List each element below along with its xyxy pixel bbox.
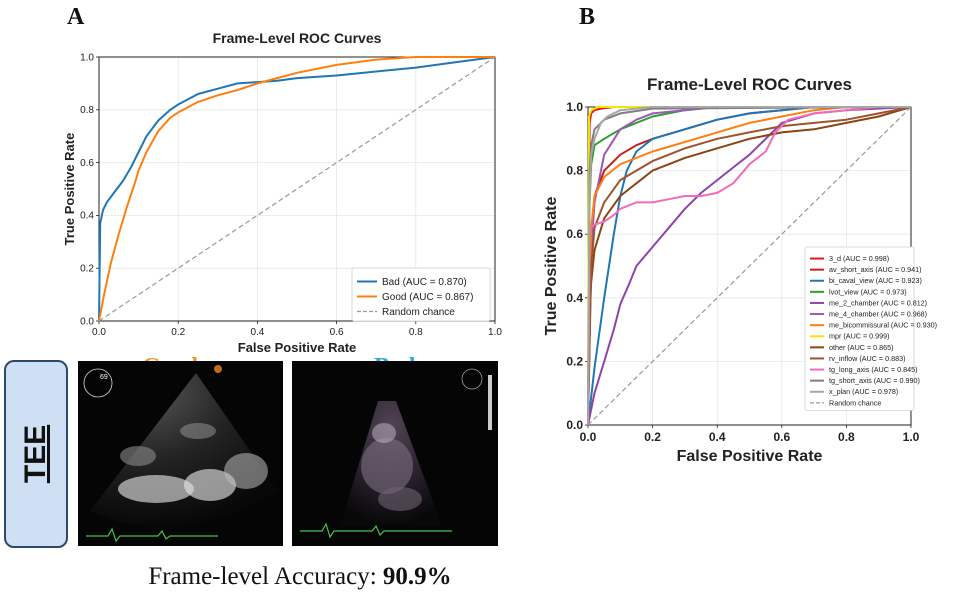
legend-entry: rv_inflow (AUC = 0.883) xyxy=(829,354,906,363)
legend-entry: me_4_chamber (AUC = 0.968) xyxy=(829,309,927,318)
legend-entry: lvot_view (AUC = 0.973) xyxy=(829,287,907,296)
panel-label-b: B xyxy=(579,4,596,30)
legend-box xyxy=(351,267,491,322)
x-tick-label: 0.2 xyxy=(644,430,661,444)
legend-box xyxy=(804,246,915,411)
probe-angle-icon xyxy=(83,368,113,398)
x-tick-label: 0.0 xyxy=(92,327,106,338)
x-tick-label: 0.8 xyxy=(838,430,855,444)
y-tick-label: 0.2 xyxy=(80,264,94,275)
legend-entry: tg_long_axis (AUC = 0.845) xyxy=(829,365,918,374)
probe-angle-value: 69 xyxy=(100,374,108,381)
legend-entry: mpr (AUC = 0.999) xyxy=(829,332,890,341)
good-echo-image: 69 xyxy=(78,361,283,546)
accuracy-value: 90.9% xyxy=(382,563,452,590)
y-tick-label: 0.8 xyxy=(80,105,94,116)
y-axis-label: True Positive Rate xyxy=(543,197,560,336)
x-tick-label: 0.4 xyxy=(709,430,726,444)
x-tick-label: 1.0 xyxy=(903,430,920,444)
y-tick-label: 0.2 xyxy=(566,354,583,368)
roc-chart-a: Frame-Level ROC Curves 0.00.0 0.2 0.2 0.4 0.4… xyxy=(62,30,502,355)
x-axis-label: False Positive Rate xyxy=(238,340,357,355)
legend-entry: me_2_chamber (AUC = 0.812) xyxy=(829,298,927,307)
series-line xyxy=(98,56,496,322)
series-line xyxy=(587,106,912,426)
legend-entry: tg_short_axis (AUC = 0.990) xyxy=(829,376,920,385)
y-tick-label: 0.0 xyxy=(80,316,94,327)
x-tick-label: 0.0 xyxy=(580,430,597,444)
series-line xyxy=(587,106,912,426)
roc-chart-b: Frame-Level ROC Curves 0.00.0 0.2 0.2 0.4 0.4… xyxy=(543,75,937,465)
series-line xyxy=(587,106,911,426)
legend-entry: me_bicommissural (AUC = 0.930) xyxy=(829,321,937,330)
x-tick-label: 1.0 xyxy=(488,327,502,338)
legend-entry: x_plan (AUC = 0.978) xyxy=(829,387,898,396)
x-tick-label: 0.6 xyxy=(773,430,790,444)
modality-label: TEE xyxy=(19,424,52,484)
series-line xyxy=(98,56,496,322)
series-line xyxy=(587,106,911,426)
bad-echo-image xyxy=(292,361,498,546)
chart-title: Frame-Level ROC Curves xyxy=(213,30,382,46)
ecg-trace xyxy=(300,522,452,539)
y-tick-label: 0.4 xyxy=(80,211,94,222)
legend-entry: 3_d (AUC = 0.998) xyxy=(829,254,889,263)
x-tick-label: 0.4 xyxy=(250,327,264,338)
modality-box: TEE xyxy=(4,360,68,548)
y-tick-label: 0.8 xyxy=(566,164,583,178)
y-tick-label: 0.6 xyxy=(80,158,94,169)
x-axis-label: False Positive Rate xyxy=(677,448,823,465)
series-line xyxy=(587,106,912,426)
accuracy-text: Frame-level Accuracy: 90.9% xyxy=(0,563,600,591)
series-line xyxy=(587,106,911,426)
y-axis-label: True Positive Rate xyxy=(62,133,77,246)
series-line xyxy=(587,106,911,426)
x-tick-label: 0.6 xyxy=(330,327,344,338)
ecg-trace xyxy=(86,527,218,543)
y-tick-label: 1.0 xyxy=(566,100,583,114)
legend-entry: bi_caval_view (AUC = 0.923) xyxy=(829,276,922,285)
series-line xyxy=(98,56,495,322)
legend-entry: other (AUC = 0.865) xyxy=(829,343,894,352)
legend-entry: Random chance xyxy=(829,398,881,407)
legend-entry: Good (AUC = 0.867) xyxy=(382,292,473,303)
legend-entry: av_short_axis (AUC = 0.941) xyxy=(829,265,921,274)
y-tick-label: 0.6 xyxy=(566,227,583,241)
panel-label-a: A xyxy=(67,4,85,30)
x-tick-label: 0.8 xyxy=(409,327,423,338)
chart-title: Frame-Level ROC Curves xyxy=(647,75,852,94)
series-line xyxy=(587,106,912,426)
legend-entry: Bad (AUC = 0.870) xyxy=(382,277,467,288)
good-echo-drawing: 69 xyxy=(83,365,278,543)
accuracy-label: Frame-level Accuracy: xyxy=(148,563,377,590)
y-tick-label: 0.0 xyxy=(566,418,583,432)
echo-sector xyxy=(90,373,278,527)
plot-frame xyxy=(98,56,496,322)
legend-entry: Random chance xyxy=(382,307,455,318)
x-tick-label: 0.2 xyxy=(171,327,185,338)
y-tick-label: 0.4 xyxy=(566,291,583,305)
grayscale-bar xyxy=(488,375,492,430)
y-tick-label: 1.0 xyxy=(80,52,94,63)
bad-echo-drawing xyxy=(300,368,492,539)
